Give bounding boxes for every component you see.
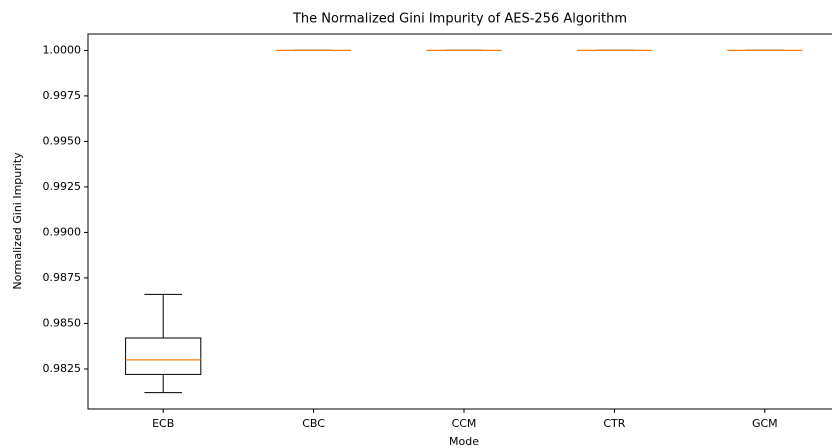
x-axis-label: Mode <box>449 435 479 448</box>
chart-title: The Normalized Gini Impurity of AES-256 … <box>292 12 627 27</box>
y-tick-label: 0.9875 <box>43 271 82 284</box>
y-tick-label: 0.9925 <box>43 180 82 193</box>
y-tick-label: 0.9900 <box>43 225 82 238</box>
y-axis-label: Normalized Gini Impurity <box>11 152 24 290</box>
y-tick-label: 0.9825 <box>43 362 82 375</box>
x-tick-label: CTR <box>603 417 625 430</box>
y-tick-label: 0.9850 <box>43 316 82 329</box>
box <box>125 337 202 375</box>
x-tick-label: CCM <box>452 417 477 430</box>
x-tick-label: GCM <box>752 417 778 430</box>
axes-frame <box>87 33 832 410</box>
y-tick-label: 1.0000 <box>43 43 82 56</box>
x-tick-label: ECB <box>152 417 174 430</box>
x-tick-label: CBC <box>302 417 325 430</box>
y-tick-label: 0.9950 <box>43 134 82 147</box>
y-tick-label: 0.9975 <box>43 89 82 102</box>
